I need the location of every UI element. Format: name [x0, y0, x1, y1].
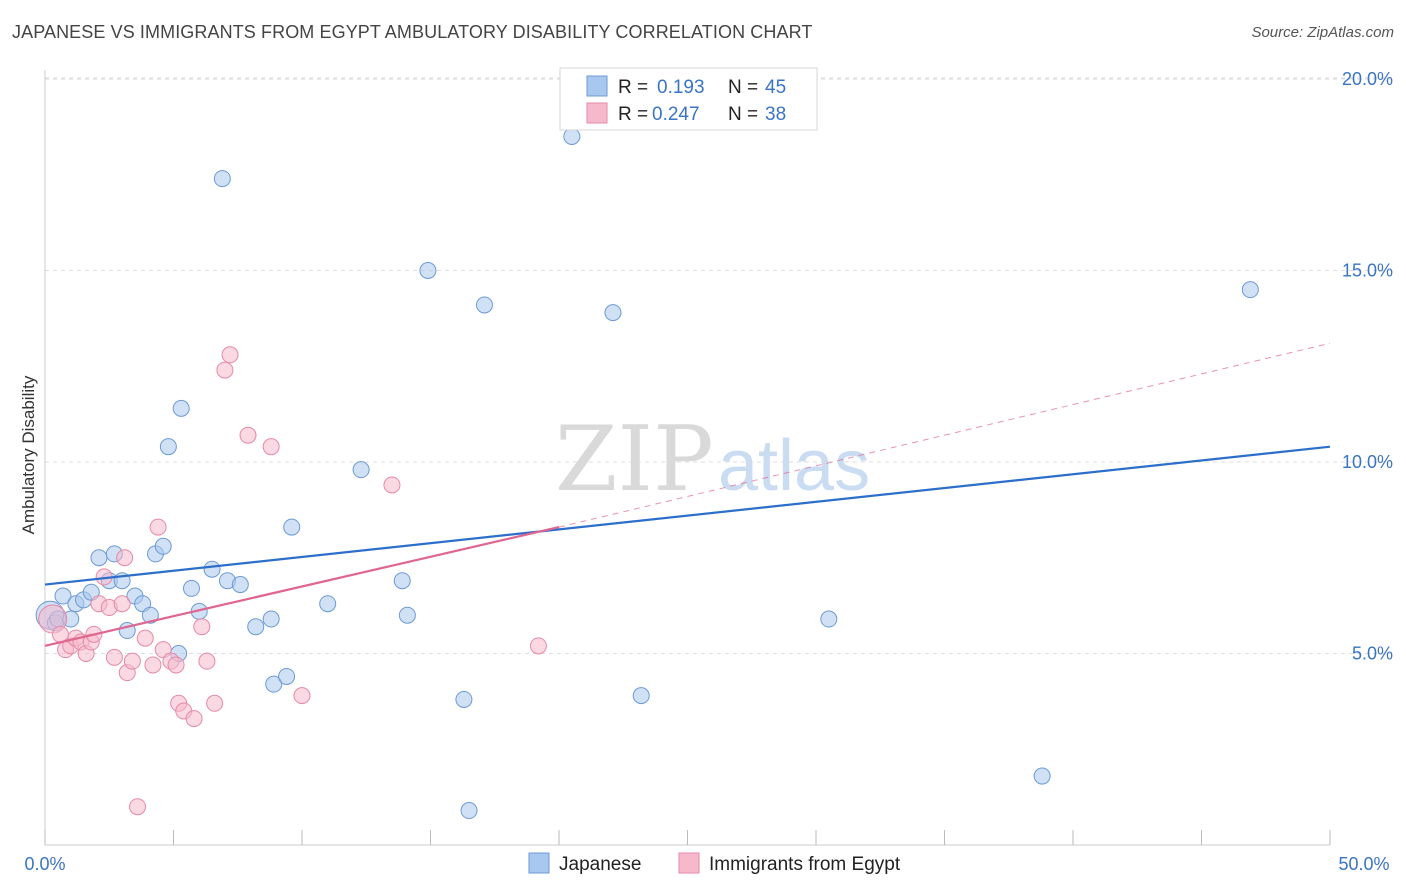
japanese-point: [247, 618, 265, 636]
japanese-point: [1241, 281, 1259, 299]
bottom-legend-swatch-egypt: [678, 852, 700, 874]
watermark-atlas: atlas: [718, 426, 870, 506]
watermark-zip: ZIP: [555, 407, 714, 512]
egypt-point: [167, 656, 185, 674]
y-tick-label-20: 20.0%: [1342, 69, 1393, 89]
japanese-point: [159, 438, 177, 456]
japanese-point: [820, 610, 838, 628]
japanese-point: [419, 262, 437, 279]
japanese-point: [213, 170, 231, 188]
japanese-point: [154, 537, 172, 555]
japanese-point: [352, 461, 370, 479]
legend-bottom: Japanese Immigrants from Egypt: [528, 852, 901, 875]
egypt-point: [149, 518, 167, 536]
egypt-point: [221, 346, 239, 364]
bottom-legend-japanese: Japanese: [559, 854, 641, 875]
egypt-point: [123, 652, 141, 670]
japanese-point: [231, 576, 249, 594]
egypt-point: [105, 648, 123, 666]
y-tick-label-5: 5.0%: [1352, 644, 1393, 664]
japanese-point: [604, 304, 622, 322]
egypt-point: [185, 710, 203, 728]
egypt-point: [206, 694, 224, 712]
legend-swatch-egypt: [586, 102, 608, 124]
japanese-point: [54, 587, 72, 605]
egypt-point: [216, 361, 234, 379]
legend-n-value-2: 38: [765, 104, 786, 125]
japanese-point: [90, 549, 108, 567]
egypt-point: [136, 629, 154, 647]
y-tick-label-15: 15.0%: [1342, 261, 1393, 281]
japanese-point: [319, 595, 337, 613]
japanese-point: [1033, 767, 1051, 785]
egypt-point: [116, 549, 134, 567]
y-axis-label: Ambulatory Disability: [19, 375, 38, 534]
chart-title: JAPANESE VS IMMIGRANTS FROM EGYPT AMBULA…: [12, 22, 813, 42]
y-tick-labels: 5.0% 10.0% 15.0% 20.0%: [1342, 69, 1393, 664]
y-tick-label-10: 10.0%: [1342, 452, 1393, 472]
watermark: ZIP atlas: [555, 407, 870, 512]
legend-n-label-1: N =: [728, 77, 758, 98]
japanese-point: [398, 606, 416, 624]
legend-swatch-japanese: [586, 75, 608, 97]
egypt-point: [193, 618, 211, 636]
japanese-point: [455, 690, 473, 708]
japanese-point: [141, 606, 159, 624]
egypt-trend-line: [44, 526, 560, 647]
egypt-point: [198, 652, 216, 670]
egypt-point: [129, 798, 147, 816]
japanese-point: [278, 667, 296, 685]
japanese-point: [262, 610, 280, 628]
legend-n-value-1: 45: [765, 77, 786, 98]
egypt-point: [113, 595, 131, 613]
japanese-point: [632, 687, 650, 705]
x-tick-label-50: 50.0%: [1338, 854, 1389, 874]
egypt-point: [383, 476, 401, 494]
japanese-point: [182, 579, 200, 597]
x-axis-ticks: [44, 830, 1331, 845]
legend-r-value-2: 0.247: [652, 104, 700, 125]
trend-lines: [44, 342, 1331, 647]
egypt-point: [262, 438, 280, 456]
japanese-point: [563, 127, 581, 145]
legend-n-label-2: N =: [728, 104, 758, 125]
source-credit: Source: ZipAtlas.com: [1251, 24, 1394, 41]
bottom-legend-swatch-japanese: [528, 852, 550, 874]
japanese-point: [475, 296, 493, 314]
egypt-point: [144, 656, 162, 674]
grid-lines: [45, 77, 1392, 654]
japanese-point: [172, 399, 190, 417]
egypt-point: [529, 637, 547, 655]
japanese-point: [265, 675, 283, 693]
japanese-point: [283, 518, 301, 536]
japanese-trend-line: [44, 445, 1331, 586]
egypt-trend-extension: [558, 342, 1331, 528]
japanese-point: [393, 572, 411, 590]
legend-r-label-2: R =: [618, 104, 648, 125]
japanese-point: [203, 560, 221, 578]
egypt-point: [239, 426, 257, 444]
bottom-legend-egypt: Immigrants from Egypt: [709, 854, 901, 875]
x-tick-label-0: 0.0%: [24, 854, 65, 874]
legend-top: R = 0.193 N = 45 R = 0.247 N = 38: [559, 67, 818, 131]
legend-r-value-1: 0.193: [657, 77, 705, 98]
japanese-point: [460, 802, 478, 820]
legend-r-label-1: R =: [618, 77, 648, 98]
egypt-point: [293, 687, 311, 705]
